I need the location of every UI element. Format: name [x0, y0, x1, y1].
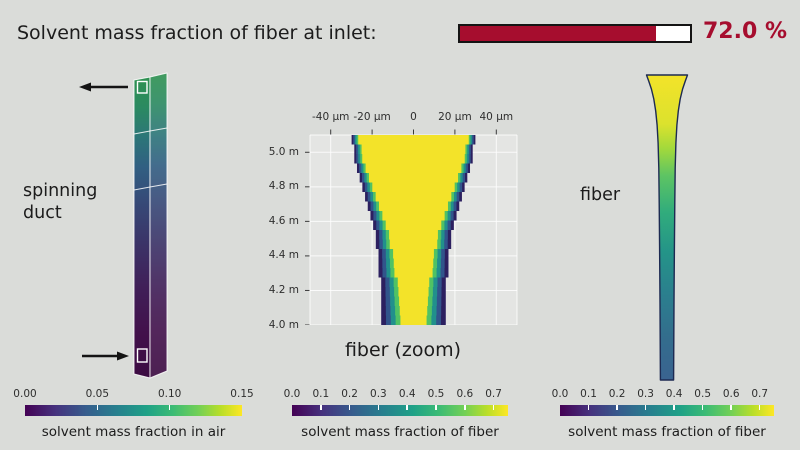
colorbar-fiber: 0.0 0.1 0.2 0.3 0.4 0.5 0.6 0.7 solvent mass fr…	[552, 388, 774, 440]
colorbar-tick-label: 0.5	[694, 388, 712, 400]
colorbar-gradient	[292, 405, 508, 416]
colorbar-tick-mark	[587, 405, 590, 410]
y-tick-label: 5.0 m	[268, 145, 299, 158]
y-tick-label: 4.4 m	[268, 249, 299, 262]
colorbar-tick-mark	[320, 405, 322, 410]
colorbar-caption: solvent mass fraction of fiber	[568, 424, 766, 440]
colorbar-tick-label: 0.7	[751, 388, 769, 400]
fiber-zoom-x-axis: -40 μm -20 μm 0 20 μm 40 μm	[303, 111, 518, 125]
inlet-fraction-progress-bar	[458, 24, 692, 43]
colorbar-tick-labels: 0.0 0.1 0.2 0.3 0.4 0.5 0.6 0.7	[284, 388, 508, 401]
colorbar-tick-mark	[644, 405, 647, 410]
colorbar-tick-label: 0.1	[580, 388, 597, 400]
fiber-zoom-y-axis: 5.0 m 4.8 m 4.6 m 4.4 m 4.2 m 4.0 m	[262, 125, 304, 331]
colorbar-tick-mark	[673, 405, 675, 410]
colorbar-tick-label: 0.6	[456, 388, 474, 400]
colorbar-tick-mark	[492, 405, 495, 410]
x-tick-label: -40 μm	[311, 111, 350, 123]
fiber-zoom-title: fiber (zoom)	[344, 339, 462, 361]
colorbar-tick-mark	[701, 405, 704, 410]
fiber-cross-section	[351, 135, 476, 325]
colorbar-tick-mark	[616, 405, 618, 410]
colorbar-tick-label: 0.3	[637, 388, 654, 400]
colorbar-tick-labels: 0.00 0.05 0.10 0.15	[13, 388, 253, 401]
airflow-out-arrow-icon	[79, 82, 128, 92]
colorbar-tick-mark	[168, 405, 171, 410]
inlet-marker	[136, 348, 148, 363]
axis-tick-marks	[305, 129, 497, 325]
colorbar-tick-labels: 0.0 0.1 0.2 0.3 0.4 0.5 0.6 0.7	[552, 388, 774, 401]
y-tick-label: 4.8 m	[268, 180, 299, 193]
colorbar-tick-label: 0.4	[665, 388, 683, 400]
colorbar-tick-mark	[464, 405, 466, 410]
colorbar-tick-label: 0.3	[370, 388, 387, 400]
colorbar-tick-mark	[758, 405, 761, 410]
colorbar-tick-label: 0.1	[312, 388, 330, 400]
colorbar-tick-mark	[406, 405, 408, 410]
fiber-shape	[645, 74, 689, 381]
colorbar-air: 0.00 0.05 0.10 0.15 solvent mass fraction i…	[13, 388, 253, 440]
progress-bar-fill	[460, 26, 656, 41]
fiber-label: fiber	[580, 185, 621, 205]
colorbar-tick-label: 0.10	[157, 388, 182, 400]
colorbar-caption: solvent mass fraction in air	[41, 424, 226, 440]
colorbar-tick-mark	[730, 405, 732, 410]
y-tick-label: 4.6 m	[268, 214, 299, 227]
colorbar-tick-mark	[377, 405, 380, 410]
colorbar-tick-mark	[348, 405, 351, 410]
colorbar-tick-label: 0.0	[551, 388, 569, 400]
x-tick-label: 40 μm	[479, 111, 514, 123]
airflow-in-arrow-icon	[82, 351, 129, 361]
x-tick-label: 20 μm	[438, 111, 472, 123]
inlet-fraction-value: 72.0 %	[703, 19, 787, 44]
colorbar-caption: solvent mass fraction of fiber	[301, 424, 499, 440]
colorbar-tick-mark	[96, 405, 99, 410]
colorbar-tick-label: 0.2	[608, 388, 626, 400]
colorbar-tick-label: 0.7	[485, 388, 502, 400]
page-title: Solvent mass fraction of fiber at inlet:	[17, 22, 377, 44]
colorbar-tick-label: 0.00	[13, 388, 37, 400]
colorbar-gradient	[560, 405, 774, 416]
y-tick-label: 4.0 m	[268, 318, 299, 331]
colorbar-tick-label: 0.6	[722, 388, 740, 400]
colorbar-tick-label: 0.4	[398, 388, 416, 400]
fiber-full-view	[645, 74, 689, 381]
colorbar-tick-label: 0.2	[341, 388, 358, 400]
duct-column	[133, 72, 168, 379]
colorbar-tick-label: 0.5	[427, 388, 445, 400]
outlet-marker	[136, 80, 148, 94]
spinning-duct-label: spinning duct	[23, 181, 98, 223]
colorbar-gradient	[25, 405, 242, 416]
colorbar-fiber-zoom: 0.0 0.1 0.2 0.3 0.4 0.5 0.6 0.7 solvent mass fr…	[284, 388, 508, 440]
colorbar-tick-label: 0.05	[85, 388, 110, 400]
spinning-duct-3d-view	[79, 72, 168, 379]
x-tick-label: -20 μm	[353, 111, 391, 123]
x-tick-label: 0	[410, 111, 417, 123]
colorbar-tick-mark	[435, 405, 437, 410]
fiber-zoom-plot	[305, 129, 518, 325]
colorbar-tick-label: 0.15	[230, 388, 254, 400]
colorbar-tick-label: 0.0	[283, 388, 301, 400]
y-tick-label: 4.2 m	[268, 283, 299, 296]
